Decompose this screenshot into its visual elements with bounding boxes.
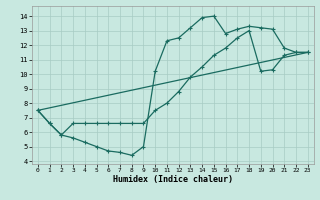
X-axis label: Humidex (Indice chaleur): Humidex (Indice chaleur) [113,175,233,184]
